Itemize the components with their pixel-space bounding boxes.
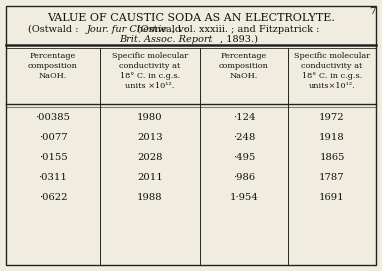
Text: Specific molecular
conductivity at
18° C. in c.g.s.
units×10¹².: Specific molecular conductivity at 18° C… <box>294 52 370 90</box>
Text: ·0622: ·0622 <box>39 193 67 202</box>
Text: Specific molecular
conductivity at
18° C. in c.g.s.
units ×10¹².: Specific molecular conductivity at 18° C… <box>112 52 188 90</box>
Text: 2028: 2028 <box>137 153 163 162</box>
Text: 1918: 1918 <box>319 133 345 142</box>
Text: 2011: 2011 <box>137 173 163 182</box>
Text: 2013: 2013 <box>137 133 163 142</box>
Text: ·0077: ·0077 <box>39 133 67 142</box>
Text: ·124: ·124 <box>233 113 255 122</box>
Text: ·495: ·495 <box>233 153 255 162</box>
Text: ·248: ·248 <box>233 133 255 142</box>
Text: 7: 7 <box>369 7 376 16</box>
Text: Jour. fur Chemie: Jour. fur Chemie <box>87 25 168 34</box>
Text: , 1893.): , 1893.) <box>220 35 258 44</box>
Text: Percentage
composition
NaOH.: Percentage composition NaOH. <box>219 52 269 80</box>
Text: ·00385: ·00385 <box>36 113 71 122</box>
Text: (Ostwald :: (Ostwald : <box>138 25 191 34</box>
Text: ·986: ·986 <box>233 173 255 182</box>
Text: , vol. xxxiii. ; and Fitzpatrick :: , vol. xxxiii. ; and Fitzpatrick : <box>172 25 320 34</box>
Text: 1865: 1865 <box>319 153 345 162</box>
Text: 1691: 1691 <box>319 193 345 202</box>
Text: VALUE OF CAUSTIC SODA AS AN ELECTROLYTE.: VALUE OF CAUSTIC SODA AS AN ELECTROLYTE. <box>47 13 335 23</box>
Text: Percentage
composition
NaOH.: Percentage composition NaOH. <box>28 52 78 80</box>
Text: ·0311: ·0311 <box>39 173 68 182</box>
Text: 1·954: 1·954 <box>230 193 259 202</box>
Text: 1988: 1988 <box>137 193 163 202</box>
Text: (Ostwald :: (Ostwald : <box>28 25 81 34</box>
Text: 1980: 1980 <box>137 113 163 122</box>
Text: 1972: 1972 <box>319 113 345 122</box>
Text: Brit. Assoc. Report: Brit. Assoc. Report <box>119 35 212 44</box>
Text: 1787: 1787 <box>319 173 345 182</box>
Text: ·0155: ·0155 <box>39 153 67 162</box>
